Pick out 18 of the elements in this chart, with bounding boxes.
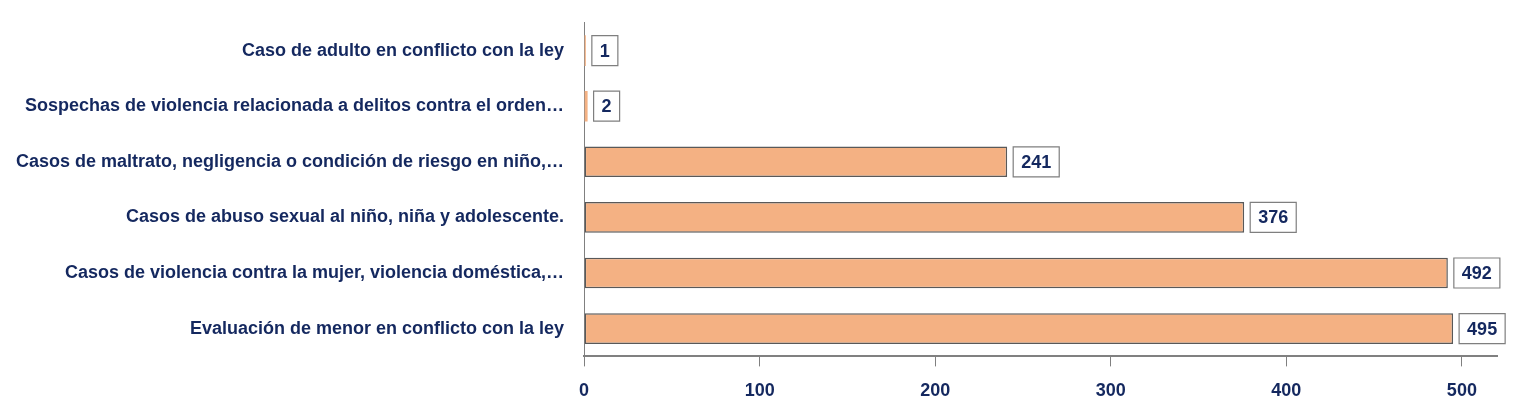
y-tick-label: Caso de adulto en conflicto con la ley <box>242 39 565 60</box>
data-label: 492 <box>1461 262 1492 283</box>
y-tick-label: Casos de maltrato, negligencia o condición de riesgo en niño,… <box>15 150 565 171</box>
x-tick-label: 500 <box>1446 380 1477 401</box>
y-tick-label: Casos de abuso sexual al niño, niña y adolescente. <box>125 206 565 227</box>
x-tick-label: 0 <box>579 380 590 401</box>
y-tick-label: Casos de violencia contra la mujer, violencia doméstica,… <box>64 261 565 282</box>
data-label: 241 <box>1021 151 1052 172</box>
y-tick-label: Evaluación de menor en conflicto con la ley <box>189 317 565 338</box>
x-tick-label: 100 <box>744 380 775 401</box>
data-label: 495 <box>1467 318 1498 339</box>
y-tick-label: Sospechas de violencia relacionada a delitos contra el orden… <box>24 95 565 116</box>
x-tick-label: 400 <box>1271 380 1302 401</box>
x-tick-label: 300 <box>1095 380 1126 401</box>
x-tick-label: 200 <box>920 380 951 401</box>
data-label: 2 <box>601 96 612 117</box>
data-label: 1 <box>599 40 610 61</box>
data-label: 376 <box>1258 207 1289 228</box>
